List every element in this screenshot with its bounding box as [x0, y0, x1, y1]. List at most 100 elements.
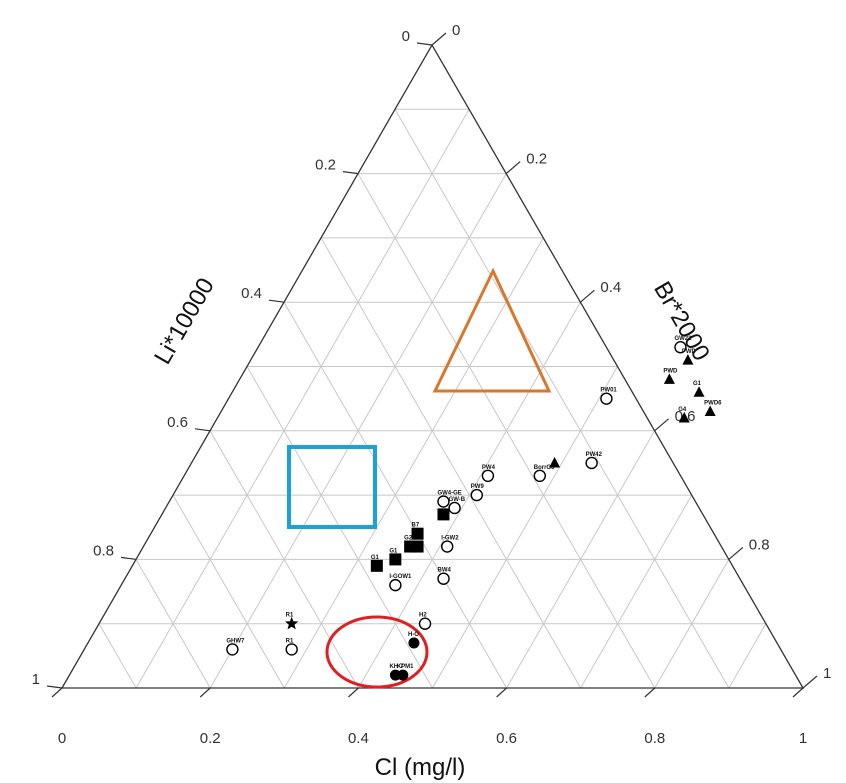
grid-line [506, 430, 656, 689]
filled-square-marker [411, 540, 424, 553]
grid-line [209, 430, 359, 689]
left-tick-label: 0.6 [167, 414, 188, 431]
filled-circle-marker [408, 637, 420, 649]
grid-line [394, 109, 730, 689]
open-circle-marker [674, 341, 687, 354]
point-label: G2 [404, 536, 413, 542]
point-label: PW01 [600, 388, 617, 394]
filled-triangle-marker [663, 373, 675, 384]
open-circle-marker [600, 392, 613, 405]
point-label: H-O [408, 632, 419, 638]
bottom-tick-label: 0.2 [200, 730, 221, 747]
left-tick [268, 299, 285, 303]
bottom-tick-label: 0.8 [644, 730, 665, 747]
point-label: GW-B [449, 497, 466, 503]
right-tick-label: 0.4 [600, 279, 621, 296]
right-tick-label: 0.2 [526, 151, 547, 168]
grid-line [135, 109, 470, 689]
grid [98, 108, 767, 689]
grid-line [580, 494, 693, 689]
left-tick-label: 0.2 [315, 157, 336, 174]
point-label: H2 [419, 613, 427, 619]
right-tick [654, 418, 669, 432]
open-circle-marker [448, 501, 461, 515]
point-label: I-GW2 [441, 536, 459, 542]
filled-triangle-marker [682, 354, 694, 365]
filled-star-marker [285, 616, 299, 630]
filled-triangle-marker [678, 411, 690, 423]
bottom-tick [496, 687, 508, 698]
point-label: R1 [286, 638, 294, 644]
annotations [287, 267, 552, 689]
open-circle-marker [226, 643, 239, 656]
right-tick-label: 1 [823, 665, 831, 682]
point-label: G1 [389, 548, 398, 554]
filled-triangle-marker [549, 456, 561, 468]
point-label: I-GOW1 [389, 574, 412, 580]
grid-line [135, 559, 211, 689]
point-label: GW4-GE [437, 491, 461, 497]
open-circle-marker [418, 617, 432, 630]
left-tick [120, 556, 137, 560]
point-label: GW22 [674, 336, 692, 342]
point-label: B7 [412, 523, 420, 529]
tick-labels: 0010.20.20.80.40.40.60.60.60.40.80.80.21… [32, 22, 832, 747]
open-circle-marker [441, 540, 454, 553]
point-label: G1 [693, 381, 702, 387]
point-label: KH-7 [389, 664, 404, 670]
triangle-border [60, 43, 805, 689]
grid-line [320, 237, 582, 689]
left-tick-label: 0.4 [241, 285, 262, 302]
point-label: PW4 [482, 465, 496, 471]
point-label: PWD [682, 349, 697, 355]
filled-square-marker [411, 527, 424, 540]
bottom-tick-label: 1 [799, 730, 807, 747]
bottom-tick-label: 0.4 [348, 730, 369, 747]
right-tick [580, 289, 595, 303]
bottom-tick [199, 687, 211, 698]
highlight-triangle [432, 267, 552, 393]
point-label: G4 [678, 407, 687, 413]
open-circle-marker [437, 495, 450, 508]
filled-square-marker [370, 559, 383, 572]
open-circle-marker [533, 469, 546, 483]
filled-circle-marker [397, 669, 409, 681]
point-label: PWD [663, 368, 678, 374]
left-axis-label: Li*10000 [149, 273, 220, 369]
filled-square-marker [389, 553, 402, 566]
point-label: BorrG3 [534, 465, 555, 471]
right-tick-label: 0.8 [749, 536, 770, 553]
open-circle-marker [437, 572, 450, 585]
point-label: R1 [286, 613, 294, 619]
bottom-axis-label: Cl (mg/l) [375, 754, 466, 781]
bottom-tick [792, 687, 804, 698]
filled-triangle-marker [693, 386, 705, 397]
right-tick [728, 546, 744, 560]
bottom-tick-label: 0.6 [496, 730, 517, 747]
open-circle-marker [481, 469, 495, 483]
grid-line [654, 559, 730, 689]
left-tick-label: 1 [32, 671, 40, 688]
left-tick-label: 0.8 [93, 542, 114, 559]
grid-line [172, 494, 285, 689]
grid-line [728, 623, 767, 689]
right-tick [431, 32, 447, 46]
bottom-tick [644, 687, 656, 698]
grid-line [432, 366, 618, 689]
triangle-frame [60, 43, 805, 689]
highlight-rectangle [287, 445, 377, 529]
left-tick [46, 685, 63, 689]
filled-square-marker [437, 508, 450, 521]
point-label: PWD6 [704, 401, 722, 407]
left-tick [194, 428, 211, 432]
grid-line [98, 623, 137, 689]
highlight-ellipse [325, 615, 429, 689]
open-circle-marker [585, 456, 598, 470]
left-tick [416, 42, 433, 46]
right-tick [505, 161, 521, 175]
bottom-tick [347, 687, 359, 698]
point-label: PW9 [471, 484, 485, 490]
point-label: G1 [371, 555, 380, 561]
